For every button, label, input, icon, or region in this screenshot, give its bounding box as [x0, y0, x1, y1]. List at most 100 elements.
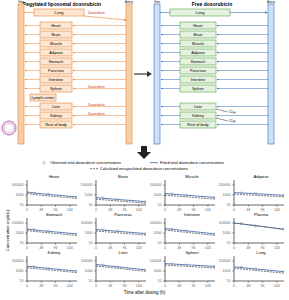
svg-text:Heart: Heart	[51, 24, 61, 28]
svg-text:10: 10	[227, 241, 231, 245]
svg-text:Intestine: Intestine	[49, 78, 63, 82]
svg-text:144: 144	[205, 208, 211, 212]
svg-text:CLH: CLH	[229, 110, 236, 115]
svg-text:1000: 1000	[154, 231, 162, 235]
svg-text:0: 0	[233, 246, 235, 250]
svg-text:Vein: Vein	[18, 0, 24, 4]
svg-text:10: 10	[20, 203, 24, 207]
svg-text:96: 96	[261, 246, 265, 250]
svg-text:1000: 1000	[85, 193, 93, 197]
svg-text:100000: 100000	[150, 259, 162, 263]
svg-text:0: 0	[26, 246, 28, 250]
svg-text:144: 144	[274, 208, 280, 212]
svg-text:0: 0	[26, 208, 28, 212]
svg-text:1000: 1000	[154, 193, 162, 197]
svg-text:0: 0	[164, 246, 166, 250]
svg-text:10: 10	[20, 241, 24, 245]
svg-text:144: 144	[67, 208, 73, 212]
svg-text:48: 48	[246, 284, 250, 288]
svg-text:0: 0	[233, 208, 235, 212]
svg-text:Vein: Vein	[154, 0, 160, 4]
svg-text:10: 10	[89, 241, 93, 245]
svg-text:100000: 100000	[12, 183, 24, 187]
svg-text:Spleen: Spleen	[50, 87, 62, 91]
svg-text:CLR: CLR	[229, 119, 236, 124]
svg-text:10: 10	[158, 279, 162, 283]
svg-text:144: 144	[136, 246, 142, 250]
svg-text:1000: 1000	[154, 269, 162, 273]
svg-text:1000: 1000	[85, 269, 93, 273]
svg-text:48: 48	[39, 246, 43, 250]
svg-text:100000: 100000	[81, 183, 93, 187]
svg-text:Pegylated liposomal doxorubici: Pegylated liposomal doxorubicin	[23, 1, 101, 7]
svg-text:144: 144	[136, 284, 142, 288]
svg-text:96: 96	[192, 208, 196, 212]
svg-text:96: 96	[54, 284, 58, 288]
svg-text:144: 144	[274, 246, 280, 250]
svg-text:1000: 1000	[223, 269, 231, 273]
svg-text:1000: 1000	[16, 231, 24, 235]
svg-text:0: 0	[233, 284, 235, 288]
svg-text:10: 10	[158, 241, 162, 245]
svg-text:100000: 100000	[219, 183, 231, 187]
svg-text:144: 144	[67, 246, 73, 250]
svg-text:100000: 100000	[219, 259, 231, 263]
svg-text:48: 48	[177, 208, 181, 212]
svg-text:1000: 1000	[16, 269, 24, 273]
svg-text:Lung: Lung	[196, 10, 205, 15]
svg-text:Lymph center: Lymph center	[32, 96, 56, 100]
svg-text:48: 48	[39, 208, 43, 212]
svg-text:Adipose: Adipose	[49, 51, 63, 55]
svg-text:100000: 100000	[219, 221, 231, 225]
svg-text:100000: 100000	[12, 221, 24, 225]
svg-text:1000: 1000	[85, 231, 93, 235]
svg-text:0: 0	[164, 284, 166, 288]
svg-text:144: 144	[205, 284, 211, 288]
svg-text:48: 48	[108, 246, 112, 250]
svg-text:Fitted total doxorubicin conce: Fitted total doxorubicin concentrations	[160, 161, 224, 165]
svg-text:144: 144	[67, 284, 73, 288]
svg-text:96: 96	[54, 246, 58, 250]
svg-text:Liver: Liver	[52, 105, 61, 109]
svg-text:Heart: Heart	[193, 24, 203, 28]
svg-text:48: 48	[108, 208, 112, 212]
svg-text:10: 10	[20, 279, 24, 283]
svg-text:Stomach: Stomach	[49, 60, 64, 64]
svg-text:144: 144	[274, 284, 280, 288]
svg-text:48: 48	[39, 284, 43, 288]
svg-text:10: 10	[89, 279, 93, 283]
svg-text:Doxorubicin: Doxorubicin	[88, 112, 105, 116]
svg-text:Adipose: Adipose	[191, 51, 205, 55]
svg-text:Artery: Artery	[125, 0, 134, 4]
svg-text:10: 10	[227, 203, 231, 207]
svg-text:Brain: Brain	[52, 33, 61, 37]
svg-text:Pancreas: Pancreas	[190, 69, 206, 73]
svg-text:0: 0	[164, 208, 166, 212]
svg-text:96: 96	[261, 208, 265, 212]
svg-text:Rest of body: Rest of body	[45, 123, 66, 127]
svg-text:96: 96	[54, 208, 58, 212]
svg-text:Brain: Brain	[194, 33, 203, 37]
svg-text:100000: 100000	[150, 221, 162, 225]
svg-text:1000: 1000	[223, 193, 231, 197]
svg-text:100000: 100000	[81, 259, 93, 263]
svg-text:10: 10	[227, 279, 231, 283]
svg-text:Spleen: Spleen	[192, 87, 204, 91]
svg-text:96: 96	[123, 284, 127, 288]
svg-text:Doxorubicin: Doxorubicin	[88, 103, 105, 107]
svg-text:10: 10	[89, 203, 93, 207]
svg-text:144: 144	[136, 208, 142, 212]
svg-text:Lung: Lung	[55, 10, 64, 15]
svg-text:96: 96	[123, 208, 127, 212]
svg-text:1000: 1000	[223, 231, 231, 235]
svg-text:Pancreas: Pancreas	[48, 69, 64, 73]
svg-text:100000: 100000	[81, 221, 93, 225]
svg-text:48: 48	[246, 246, 250, 250]
svg-text:0: 0	[95, 284, 97, 288]
svg-text:Muscle: Muscle	[192, 42, 204, 46]
svg-text:96: 96	[261, 284, 265, 288]
svg-text:Doxorubicin: Doxorubicin	[88, 85, 105, 89]
svg-text:48: 48	[177, 284, 181, 288]
svg-text:144: 144	[205, 246, 211, 250]
svg-text:48: 48	[246, 208, 250, 212]
